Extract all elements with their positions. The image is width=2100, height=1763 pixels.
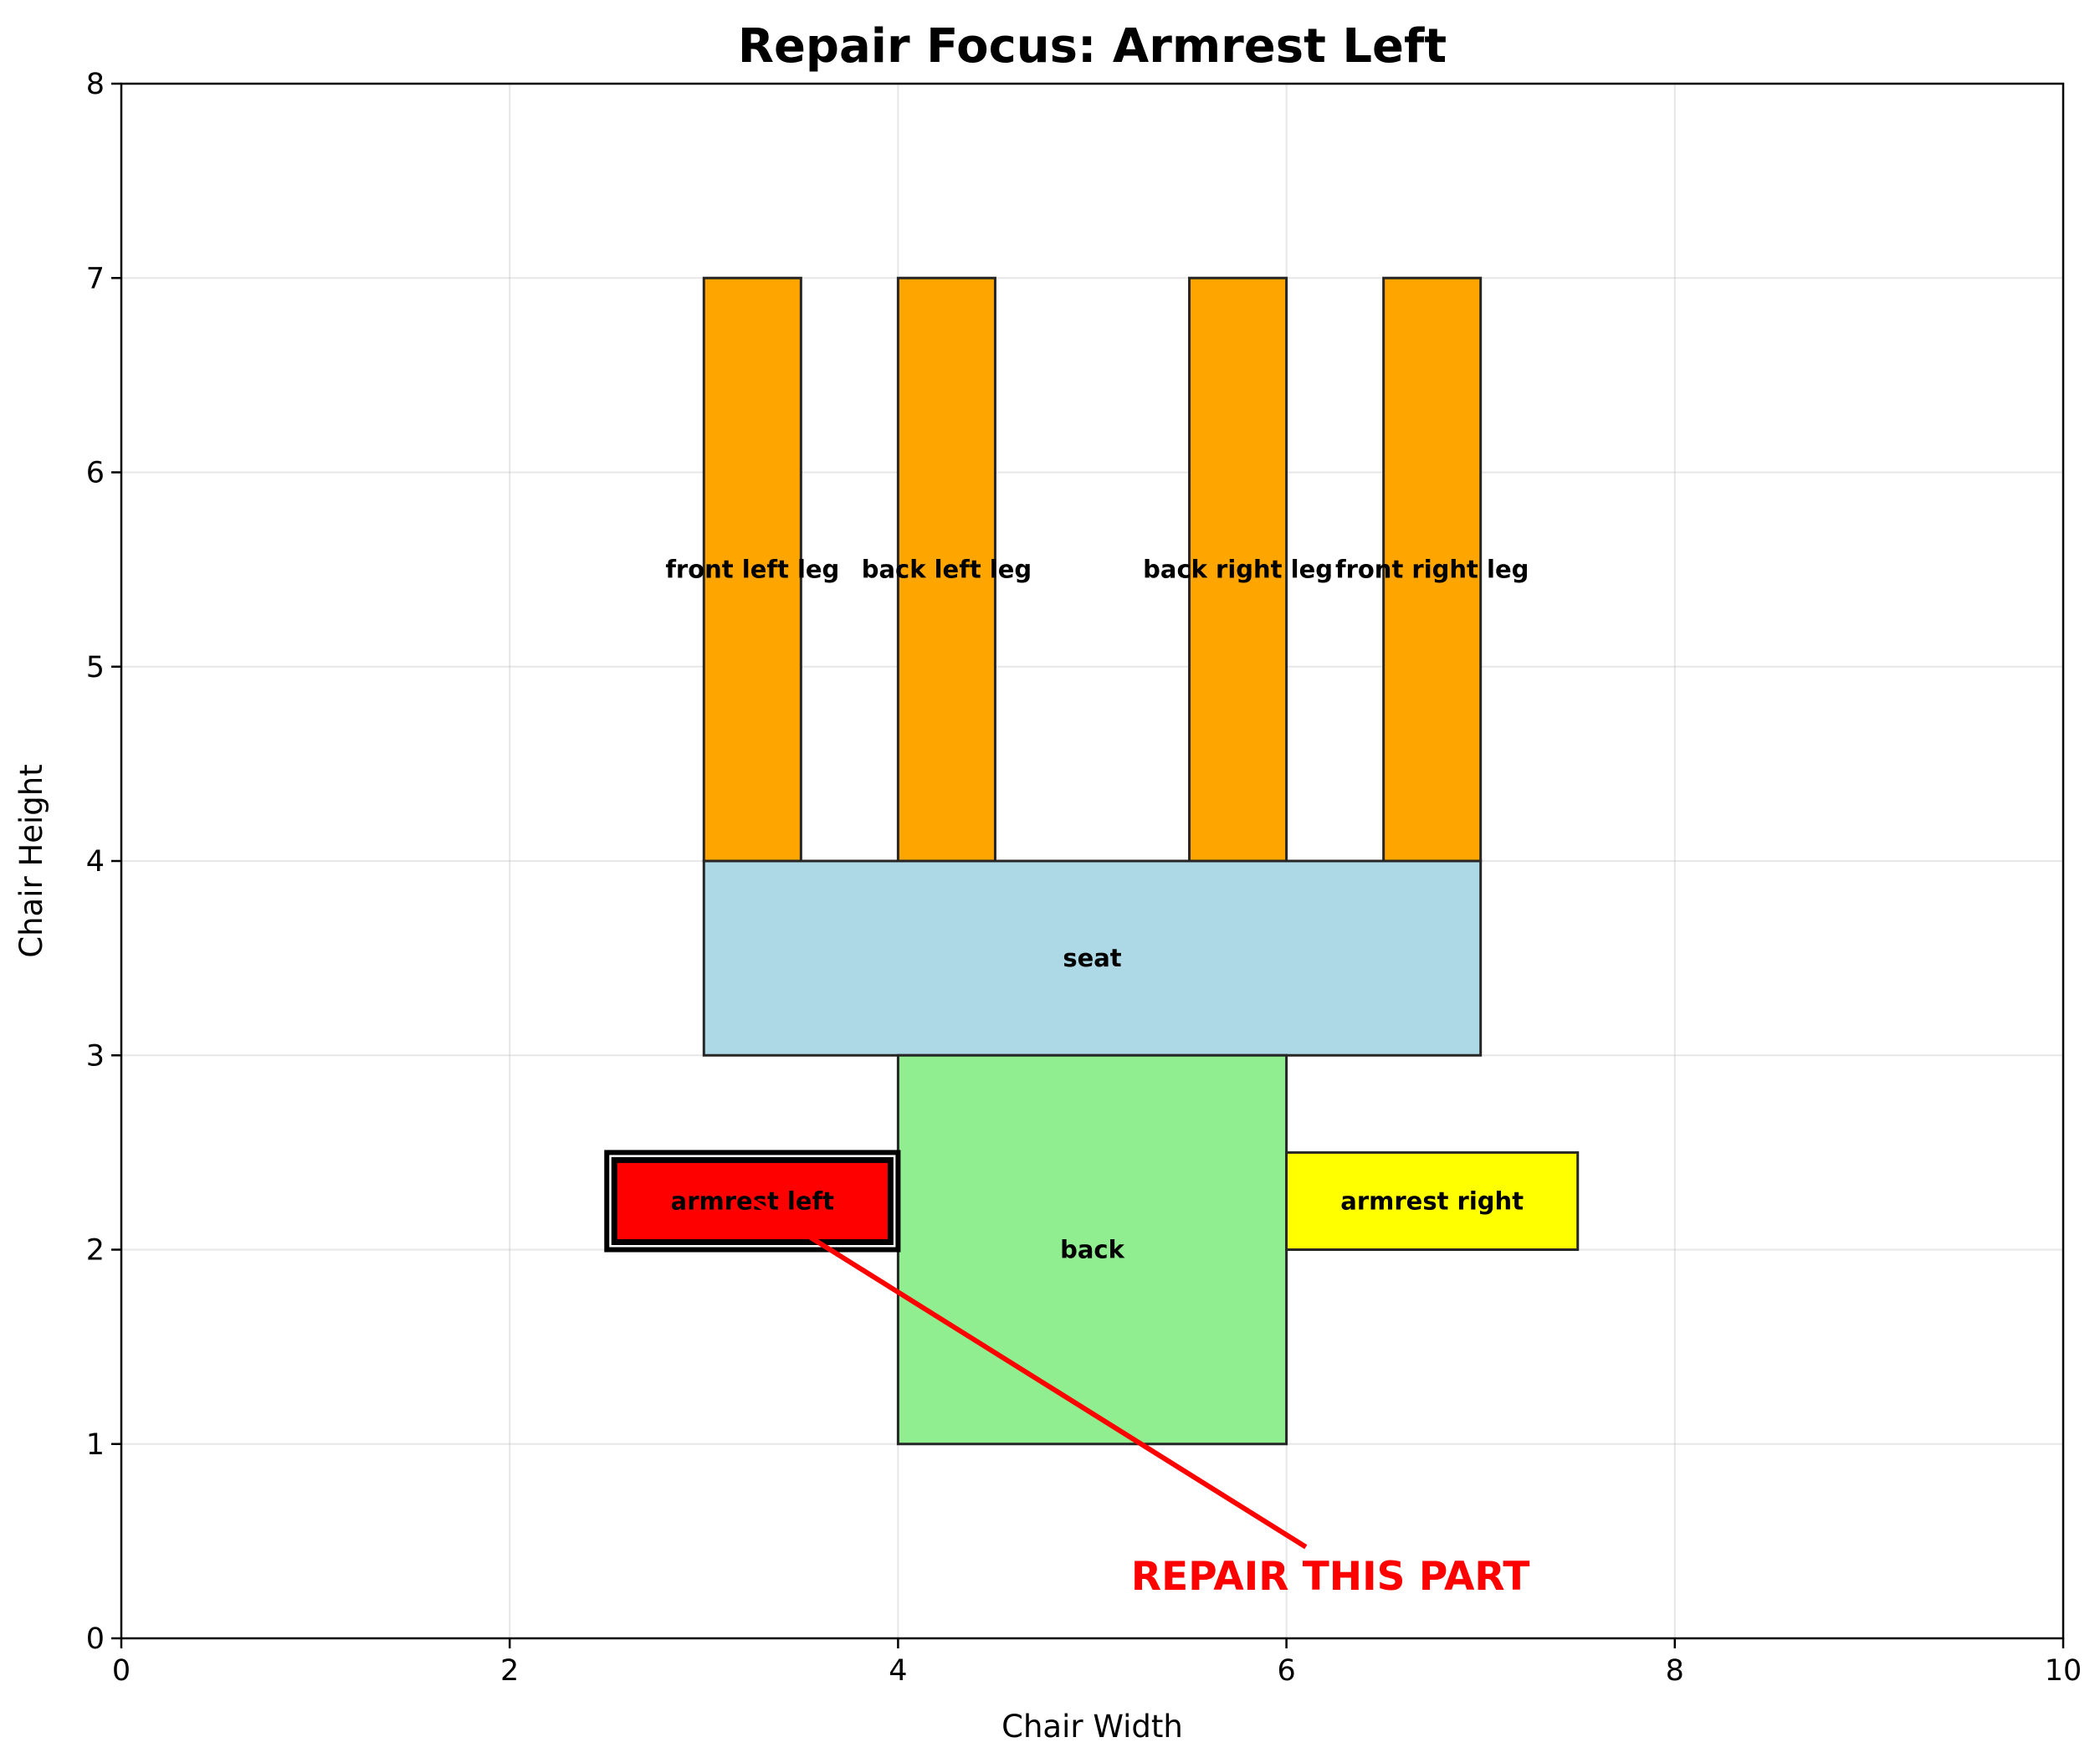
x-tick-label: 0 <box>112 1654 131 1688</box>
x-axis-label: Chair Width <box>1001 1709 1183 1745</box>
y-tick-label: 1 <box>86 1428 105 1462</box>
annotation-text: REPAIR THIS PART <box>1131 1554 1530 1600</box>
x-tick-label: 4 <box>889 1654 907 1688</box>
y-tick-label: 0 <box>86 1622 105 1656</box>
part-back-right-leg <box>1188 276 1288 863</box>
y-tick-label: 3 <box>86 1039 105 1073</box>
y-tick-label: 6 <box>86 457 105 490</box>
part-label-front-left-leg: front left leg <box>665 556 839 584</box>
y-axis-label: Chair Height <box>13 764 49 958</box>
part-label-back-right-leg: back right leg <box>1143 556 1333 584</box>
x-tick-label: 2 <box>500 1654 519 1688</box>
part-front-right-leg <box>1382 276 1483 863</box>
annotation: REPAIR THIS PART <box>750 1198 1530 1600</box>
y-tick-label: 2 <box>86 1234 105 1268</box>
axis-ticks: 0 2 4 6 8 10 0 1 2 3 4 5 6 7 8 <box>86 68 2082 1688</box>
x-tick-label: 8 <box>1666 1654 1684 1688</box>
part-back <box>896 1053 1288 1446</box>
part-label-back-left-leg: back left leg <box>862 556 1032 584</box>
part-label-back: back <box>1060 1236 1125 1264</box>
part-label-front-right-leg: front right leg <box>1335 556 1529 584</box>
y-tick-label: 5 <box>86 651 105 684</box>
y-tick-label: 7 <box>86 262 105 295</box>
part-armrest-left-highlight-outline <box>604 1150 901 1253</box>
chart-title: Repair Focus: Armrest Left <box>738 19 1447 74</box>
x-tick-label: 10 <box>2045 1654 2082 1688</box>
part-label-armrest-right: armrest right <box>1340 1186 1524 1215</box>
part-seat <box>702 859 1483 1057</box>
chair-parts: seat back front left leg back left leg back … <box>604 276 1580 1446</box>
y-tick-label: 8 <box>86 68 105 101</box>
part-front-left-leg <box>702 276 802 863</box>
x-tick-label: 6 <box>1277 1654 1295 1688</box>
part-back-left-leg <box>896 276 996 863</box>
annotation-arrow <box>750 1198 1308 1550</box>
part-label-seat: seat <box>1063 944 1121 972</box>
part-armrest-right <box>1285 1151 1580 1251</box>
y-tick-label: 4 <box>86 845 105 879</box>
